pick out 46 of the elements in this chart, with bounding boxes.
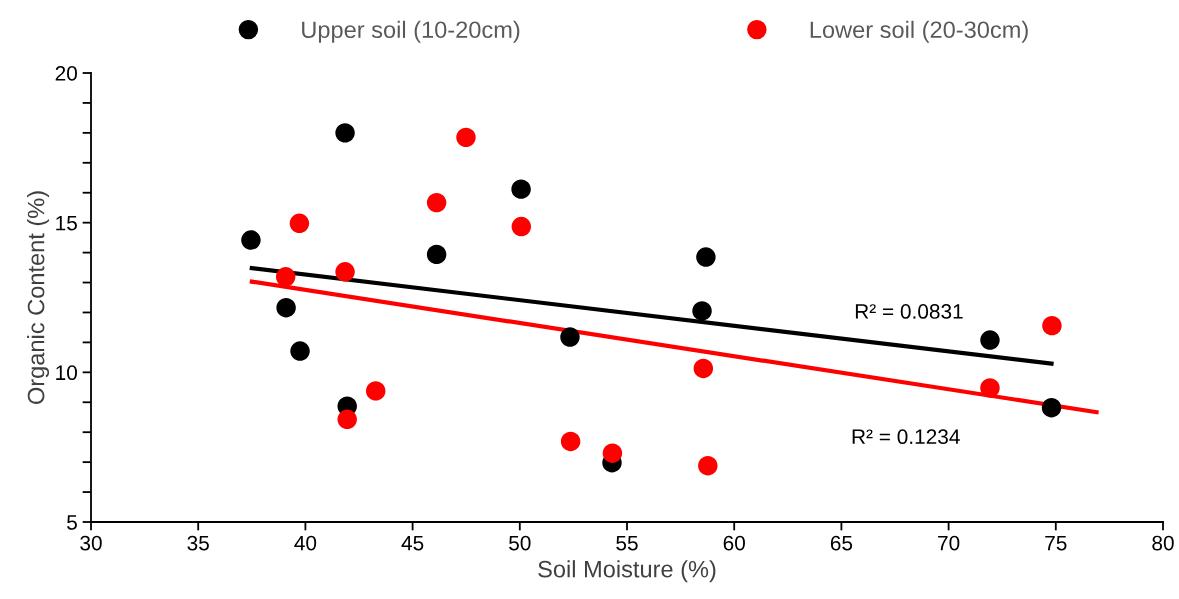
point (366, 381, 386, 401)
x-tick-label: 50 (509, 535, 531, 551)
point (692, 301, 712, 321)
x-tick-label: 65 (830, 535, 853, 551)
x-tick-label: 80 (1152, 535, 1174, 551)
x-tick-label: 45 (401, 535, 424, 551)
y-axis-title: Organic Content (%) (27, 191, 50, 404)
x-tick-label: 30 (80, 535, 102, 551)
legend-label: Lower soil (20-30cm) (810, 20, 1028, 43)
x-tick-label: 60 (723, 535, 745, 551)
point (560, 327, 580, 347)
point (337, 409, 357, 430)
x-tick-label: 70 (938, 535, 960, 551)
point (426, 192, 447, 213)
point (456, 127, 476, 148)
x-axis-title: Soil Moisture (%) (538, 560, 716, 583)
y-tick-label: 15 (56, 215, 77, 231)
point (693, 358, 714, 379)
point (980, 378, 1000, 398)
point (290, 341, 310, 361)
point (289, 213, 310, 233)
x-tick-label: 35 (187, 535, 209, 551)
annotation: R² = 0.1234 (852, 429, 960, 445)
point (696, 247, 716, 267)
x-tick-label: 75 (1045, 535, 1067, 551)
y-tick-label: 10 (56, 365, 77, 381)
point (1042, 315, 1062, 336)
point (426, 244, 447, 265)
point (560, 431, 581, 452)
point (275, 267, 296, 287)
point (980, 330, 1000, 350)
point (335, 123, 355, 143)
point (511, 179, 531, 199)
point (335, 262, 355, 282)
x-tick-label: 40 (294, 535, 317, 551)
x-tick-label: 55 (616, 535, 638, 551)
legend-label: Upper soil (10-20cm) (302, 20, 520, 43)
y-tick-label: 20 (55, 66, 77, 81)
point (1041, 397, 1062, 418)
point (602, 443, 623, 463)
point (241, 230, 261, 250)
y-tick-label: 5 (67, 515, 77, 530)
point (276, 297, 296, 318)
annotation: R² = 0.0831 (855, 304, 963, 319)
point (698, 456, 718, 476)
point (511, 216, 532, 237)
